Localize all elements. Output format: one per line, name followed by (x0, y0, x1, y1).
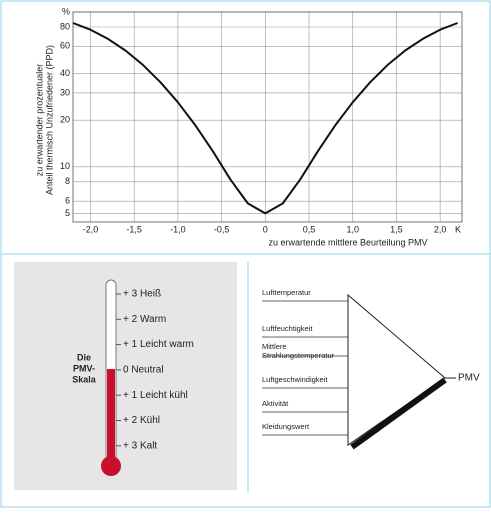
y-tick-label: 60 (60, 41, 70, 51)
y-tick-label: 6 (65, 196, 70, 206)
x-tick-label: 1,0 (346, 224, 359, 234)
input-label: Aktivität (262, 399, 289, 408)
scale-title: Die (77, 352, 91, 362)
x-axis-label: zu erwartende mittlere Beurteilung PMV (268, 237, 427, 247)
x-tick-label: 2,0 (434, 224, 447, 234)
x-tick-label: -1,5 (126, 224, 142, 234)
y-tick-label: 10 (60, 161, 70, 171)
y-tick-label: 30 (60, 87, 70, 97)
input-label: Lufttemperatur (262, 288, 311, 297)
thermo-panel (14, 262, 237, 490)
thick-edge (350, 377, 447, 450)
scale-level: + 2 Warm (123, 314, 166, 325)
input-label: Mittlere (262, 342, 287, 351)
y-axis-label: zu erwartender prozentualer (34, 64, 44, 177)
x-tick-label: -1,0 (170, 224, 186, 234)
scale-level: + 1 Leicht kühl (123, 390, 188, 401)
scale-level: + 2 Kühl (123, 415, 160, 426)
x-tick-label: 1,5 (390, 224, 403, 234)
y-tick-label: % (62, 6, 70, 16)
scale-level: + 1 Leicht warm (123, 339, 194, 350)
x-tick-label: 0 (263, 224, 268, 234)
ppd-curve (72, 22, 458, 215)
scale-level: + 3 Kalt (123, 440, 157, 451)
y-axis-label: Anteil thermisch Unzufriedener (PPD) (44, 45, 54, 195)
plot-frame (72, 11, 463, 223)
thermo-bulb (101, 456, 121, 476)
scale-title: Skala (72, 374, 97, 384)
y-tick-label: 40 (60, 68, 70, 78)
x-tick-label: 0,5 (303, 224, 316, 234)
input-label: Luftfeuchtigkeit (262, 324, 313, 333)
x-tick-label: -2,0 (83, 224, 99, 234)
scale-title: PMV- (73, 363, 95, 373)
y-tick-label: 80 (60, 21, 70, 31)
x-unit: K (455, 224, 461, 234)
scale-level: 0 Neutral (123, 365, 164, 376)
thermo-fill (107, 369, 115, 461)
y-tick-label: 20 (60, 115, 70, 125)
x-tick-label: -0,5 (214, 224, 230, 234)
input-label: Kleidungswert (262, 422, 310, 431)
output-label: PMV (458, 373, 480, 384)
y-tick-label: 8 (65, 176, 70, 186)
input-label: Strahlungstemperatur (262, 351, 335, 360)
input-label: Luftgeschwindigkeit (262, 375, 328, 384)
scale-level: + 3 Heiß (123, 289, 161, 300)
y-tick-label: 5 (65, 208, 70, 218)
